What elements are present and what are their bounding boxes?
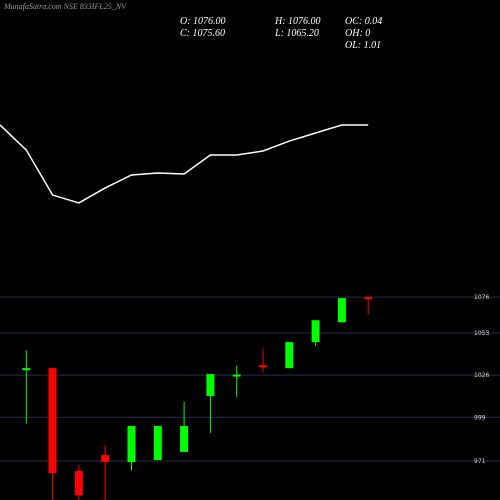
y-tick-label: 999 <box>474 414 486 421</box>
candle-body <box>22 368 31 371</box>
candle-body <box>74 470 83 496</box>
candle-body <box>48 368 57 474</box>
y-tick-label: 971 <box>474 458 486 465</box>
annotation: H: 1076.00 <box>274 16 321 27</box>
chart-title: MunafaSutra.com NSE 833IFL25_NV <box>3 2 127 11</box>
annotation: O: 1076.00 <box>180 16 226 27</box>
candle-body <box>206 374 215 396</box>
candle-body <box>101 455 110 463</box>
y-tick-label: 1026 <box>474 372 489 379</box>
candle-body <box>127 426 136 463</box>
candle-body <box>337 298 346 323</box>
annotation: OC: 0.04 <box>345 16 382 27</box>
y-tick-label: 1076 <box>474 294 489 301</box>
candle-body <box>285 342 294 369</box>
y-tick-label: 1053 <box>474 330 489 337</box>
annotation: OH: 0 <box>345 28 370 39</box>
annotation: OL: 1.01 <box>345 40 381 51</box>
candle-body <box>259 365 267 368</box>
annotation: C: 1075.60 <box>180 28 225 39</box>
annotation: L: 1065.20 <box>274 28 319 39</box>
candle-body <box>364 297 373 300</box>
candle-body <box>153 426 162 461</box>
indicator-line <box>0 124 369 204</box>
candle-body <box>311 320 320 343</box>
candle-body <box>232 374 241 377</box>
candle-body <box>180 426 189 452</box>
